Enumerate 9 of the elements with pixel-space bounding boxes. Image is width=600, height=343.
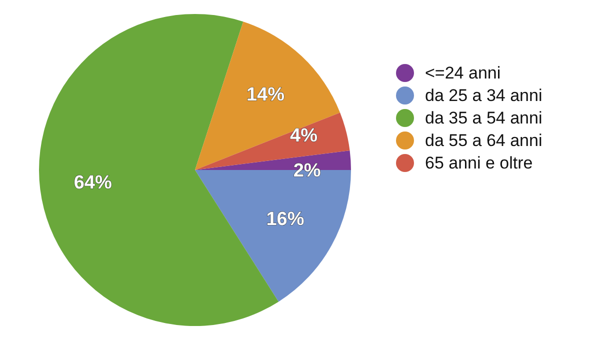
legend-label: da 25 a 34 anni <box>425 86 542 105</box>
data-label: 16% <box>266 209 304 230</box>
data-label: 14% <box>246 84 285 106</box>
data-label: 4% <box>290 126 318 147</box>
legend-label: <=24 anni <box>425 64 501 82</box>
legend-label: da 55 a 64 anni <box>425 131 542 150</box>
legend-label: da 35 a 54 anni <box>425 108 542 128</box>
legend-label: 65 anni e oltre <box>425 154 533 172</box>
data-label: 64% <box>74 172 112 194</box>
